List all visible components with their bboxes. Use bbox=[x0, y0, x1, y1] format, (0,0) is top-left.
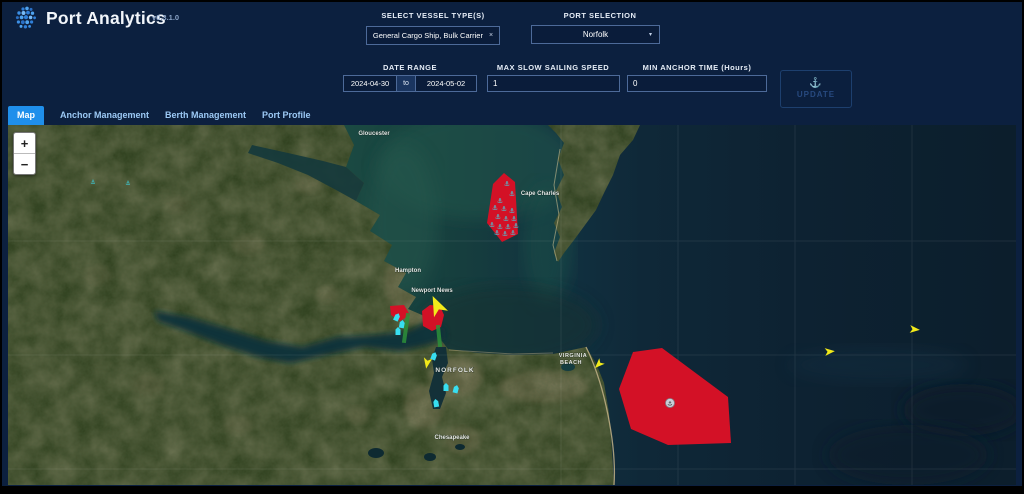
map-place-label: VIRGINIA bbox=[559, 353, 587, 359]
anchored-vessel-icon[interactable]: ⚓ bbox=[495, 213, 501, 221]
chevron-down-icon: ▾ bbox=[648, 32, 652, 38]
anchored-vessel-icon[interactable]: ⚓ bbox=[501, 205, 507, 213]
graticule-grid bbox=[8, 125, 1016, 485]
date-start-input[interactable]: 2024-04-30 bbox=[343, 75, 397, 92]
app-title: Port Analytics bbox=[46, 8, 166, 28]
port-select-value: Norfolk bbox=[582, 30, 609, 39]
tab-map[interactable]: Map bbox=[8, 106, 44, 125]
map-place-label: Gloucester bbox=[358, 131, 390, 137]
anchorage-zone-north-bay-anchorage[interactable] bbox=[487, 173, 518, 242]
anchorage-point-circle[interactable] bbox=[665, 398, 675, 408]
app-version: v0.3.1.0 bbox=[152, 13, 180, 22]
min-anchor-time-field bbox=[627, 75, 767, 92]
zoom-in-button[interactable]: + bbox=[14, 133, 35, 154]
max-slow-sailing-speed-input[interactable] bbox=[493, 79, 619, 88]
remove-vessel-chip-icon[interactable]: × bbox=[488, 32, 494, 39]
vessel-marker-icon[interactable] bbox=[452, 384, 460, 394]
port-select[interactable]: Norfolk ▾ bbox=[531, 25, 660, 44]
shoreline-sand bbox=[448, 148, 616, 485]
anchored-vessel-icon[interactable]: ⚓ bbox=[497, 223, 503, 231]
anchored-vessel-icon[interactable]: ⚓ bbox=[489, 221, 495, 229]
anchored-vessel-icon[interactable]: ⚓ bbox=[509, 190, 515, 198]
min-anchor-time-label: MIN ANCHOR TIME (Hours) bbox=[642, 63, 752, 72]
anchorage-zone-southeast-anchorage[interactable] bbox=[619, 348, 731, 445]
vessel-type-chip: General Cargo Ship, Bulk Carrier bbox=[372, 31, 483, 40]
anchored-vessel-icon[interactable]: ⚓ bbox=[125, 180, 130, 187]
vessel-marker-icon[interactable] bbox=[395, 327, 401, 335]
app-logo-icon bbox=[15, 6, 36, 29]
anchor-icon: ⚓ bbox=[809, 78, 823, 89]
vessel-marker-icon[interactable] bbox=[393, 312, 401, 322]
anchored-vessel-icon[interactable]: ⚓ bbox=[505, 223, 511, 231]
map-zoom-control: + − bbox=[13, 132, 36, 175]
vessel-heading-arrow-icon[interactable] bbox=[426, 293, 448, 318]
vessel-heading-arrow-icon[interactable] bbox=[824, 347, 836, 356]
anchor-icon: ⚓ bbox=[667, 400, 672, 407]
vessel-type-multiselect[interactable]: General Cargo Ship, Bulk Carrier × bbox=[366, 26, 500, 45]
anchored-vessel-icon[interactable]: ⚓ bbox=[509, 207, 515, 215]
date-range-label: DATE RANGE bbox=[382, 63, 438, 72]
date-end-input[interactable]: 2024-05-02 bbox=[415, 75, 477, 92]
vessel-heading-arrow-icon[interactable] bbox=[422, 357, 433, 369]
rivers bbox=[154, 145, 575, 461]
anchored-vessel-icon[interactable]: ⚓ bbox=[497, 197, 503, 205]
map-place-label: NORFOLK bbox=[435, 367, 474, 374]
max-slow-sailing-speed-label: MAX SLOW SAILING SPEED bbox=[496, 63, 610, 72]
tab-bar: Map Anchor Management Berth Management P… bbox=[8, 106, 311, 125]
map-place-label: BEACH bbox=[560, 360, 582, 366]
vessel-marker-icon[interactable] bbox=[443, 383, 449, 391]
map-canvas[interactable]: ⚓ ⚓ ⚓ ⚓ ⚓ ⚓ ⚓ ⚓ ⚓ ⚓ ⚓ ⚓ ⚓ ⚓ ⚓ ⚓ ⚓ ⚓ ⚓ Gloucester Cape Char… bbox=[8, 125, 1016, 485]
map-place-label: Hampton bbox=[395, 268, 421, 274]
tab-anchor-management[interactable]: Anchor Management bbox=[60, 110, 150, 120]
date-range-group: 2024-04-30 to 2024-05-02 bbox=[343, 75, 477, 92]
update-button[interactable]: ⚓ UPDATE bbox=[780, 70, 852, 108]
max-slow-sailing-speed-field bbox=[487, 75, 620, 92]
anchored-vessel-icon[interactable]: ⚓ bbox=[513, 222, 519, 230]
date-range-separator: to bbox=[397, 75, 415, 92]
update-button-label: UPDATE bbox=[796, 90, 836, 99]
anchored-vessel-icon[interactable]: ⚓ bbox=[492, 204, 498, 212]
anchored-vessel-icon[interactable]: ⚓ bbox=[511, 215, 517, 223]
anchored-vessel-icon[interactable]: ⚓ bbox=[504, 180, 510, 188]
anchored-vessel-icon[interactable]: ⚓ bbox=[503, 215, 509, 223]
vessel-heading-arrow-icon[interactable] bbox=[909, 325, 921, 334]
anchored-vessel-icon[interactable]: ⚓ bbox=[510, 229, 516, 237]
min-anchor-time-input[interactable] bbox=[633, 79, 766, 88]
vessel-marker-icon[interactable] bbox=[398, 320, 405, 329]
tab-berth-management[interactable]: Berth Management bbox=[165, 110, 247, 120]
tab-port-profile[interactable]: Port Profile bbox=[262, 110, 311, 120]
vessel-type-label: SELECT VESSEL TYPE(S) bbox=[381, 11, 485, 20]
anchored-vessel-icon[interactable]: ⚓ bbox=[502, 230, 508, 238]
vessel-marker-icon[interactable] bbox=[433, 399, 440, 408]
map-place-label: Newport News bbox=[411, 288, 453, 294]
zoom-out-button[interactable]: − bbox=[14, 154, 35, 174]
vessel-heading-arrow-icon[interactable] bbox=[592, 358, 605, 370]
anchored-vessel-icon[interactable]: ⚓ bbox=[494, 229, 500, 237]
map-place-label: Chesapeake bbox=[434, 435, 470, 441]
anchored-vessel-icon[interactable]: ⚓ bbox=[90, 179, 95, 186]
map-place-label: Cape Charles bbox=[521, 191, 560, 197]
vessel-marker-icon[interactable] bbox=[430, 351, 437, 361]
port-selection-label: PORT SELECTION bbox=[563, 11, 637, 20]
